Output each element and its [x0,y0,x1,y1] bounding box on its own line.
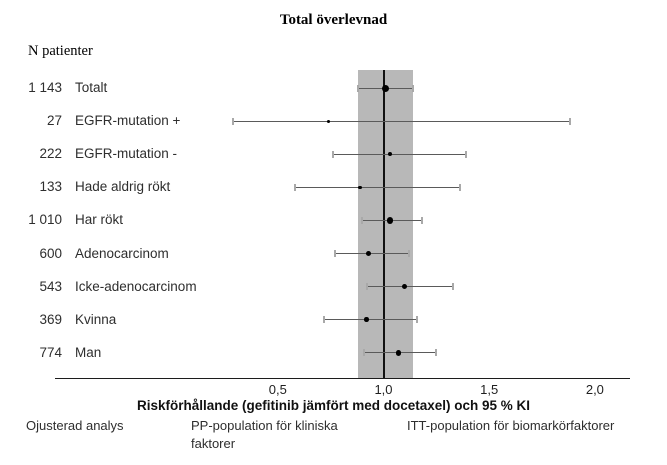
hr-point-estimate [358,185,362,190]
footnote-pp-population: PP-population för kliniska faktorer [191,418,338,451]
ci-whisker-cap [464,150,467,158]
ci-whisker-cap [293,183,296,191]
hr-point-estimate [386,217,394,224]
ci-line [324,319,418,321]
row-subgroup-label: Har rökt [75,212,124,228]
ci-whisker-cap [407,250,410,257]
ci-whisker-cap [333,250,336,257]
ci-whisker-cap [568,117,571,125]
hr-point-estimate [364,317,369,322]
hr-point-estimate [387,152,392,157]
row-n-patients: 133 [39,179,62,195]
ci-whisker-cap [416,316,419,324]
ci-whisker-cap [452,283,455,291]
ci-whisker-cap [232,117,235,125]
footnote-itt-population: ITT-population för biomarkörfaktorer [407,418,615,433]
reference-band [358,70,414,378]
ci-line [334,253,409,254]
row-subgroup-label: Kvinna [75,311,117,327]
n-patients-header: N patienter [28,43,93,59]
row-n-patients: 600 [39,245,62,261]
ci-whisker-cap [361,216,364,224]
ci-whisker-cap [331,150,334,158]
ci-whisker-cap [357,84,360,92]
row-n-patients: 1 010 [28,212,62,228]
row-subgroup-label: Man [75,344,102,360]
ci-line [294,186,460,188]
x-tick-1,0: 1,0 [374,382,393,397]
row-subgroup-label: Adenocarcinom [75,245,169,261]
ci-whisker-cap [365,283,368,291]
ci-whisker-cap [435,349,438,357]
ci-whisker-cap [412,84,415,92]
row-subgroup-label: Icke-adenocarcinom [75,278,197,294]
ci-line [332,153,466,155]
row-subgroup-label: Hade aldrig rökt [75,179,171,195]
hr-point-estimate [382,84,390,92]
ci-line [233,120,570,122]
hr-point-estimate [327,119,331,123]
x-tick-0,5: 0,5 [268,382,287,397]
hr-point-estimate [401,283,408,290]
row-n-patients: 1 143 [28,80,62,95]
ci-whisker-cap [323,316,326,324]
row-subgroup-label: Totalt [75,80,108,95]
row-n-patients: 27 [46,113,62,129]
footnote-unadjusted-analysis: Ojusterad analys [26,418,124,433]
row-subgroup-label: EGFR-mutation - [75,146,178,162]
row-n-patients: 369 [39,311,62,327]
chart-title: Total överlevnad [279,12,388,28]
ci-whisker-cap [458,183,461,191]
reference-line [382,70,385,378]
row-n-patients: 774 [39,344,62,360]
x-tick-1,5: 1,5 [480,382,499,397]
hr-point-estimate [365,250,372,257]
ci-whisker-cap [363,349,366,357]
row-n-patients: 222 [39,146,62,162]
ci-whisker-cap [420,216,423,224]
ci-line [366,286,454,288]
x-axis-line [55,377,630,379]
hr-point-estimate [395,350,402,356]
row-n-patients: 543 [39,278,62,294]
row-subgroup-label: EGFR-mutation + [75,113,181,129]
x-tick-2,0: 2,0 [585,382,604,397]
x-axis-label: Riskförhållande (gefitinib jämfört med d… [136,398,531,413]
